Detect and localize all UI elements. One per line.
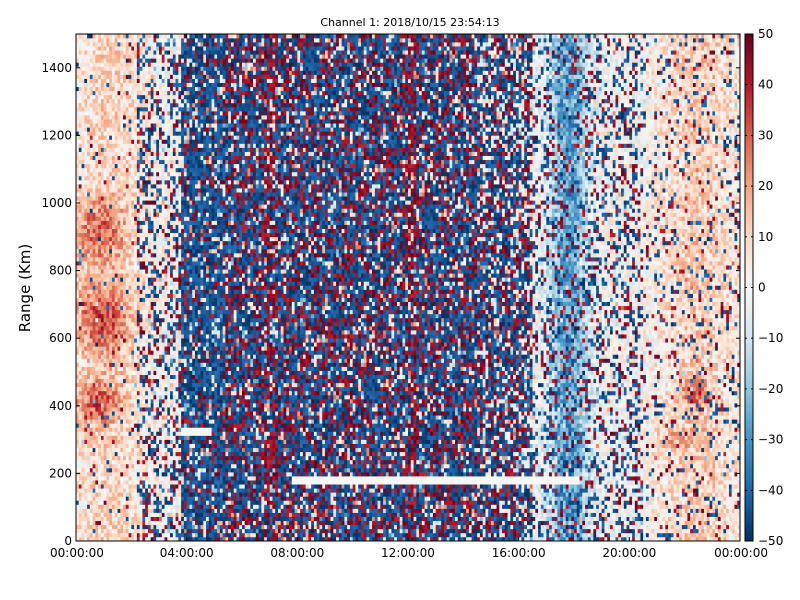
y-tick-label: 1000: [41, 196, 72, 210]
colorbar-tick-label: −40: [758, 483, 783, 497]
y-tick-label: 600: [49, 331, 72, 345]
colorbar-tick-label: −30: [758, 433, 783, 447]
y-tick-label: 1200: [41, 128, 72, 142]
colorbar-tick-label: 50: [758, 27, 773, 41]
x-tick-label: 12:00:00: [381, 546, 435, 560]
x-tick-label: 20:00:00: [602, 546, 656, 560]
colorbar-tick-label: 30: [758, 128, 773, 142]
colorbar-tick-label: 40: [758, 78, 773, 92]
y-tick-label: 200: [49, 466, 72, 480]
colorbar-tick-label: 20: [758, 179, 773, 193]
colorbar-tick-label: −20: [758, 382, 783, 396]
x-tick-label: 16:00:00: [492, 546, 546, 560]
x-tick-label: 00:00:00: [50, 546, 104, 560]
x-tick-label: 00:00:00: [714, 546, 768, 560]
chart-title: Channel 1: 2018/10/15 23:54:13: [320, 16, 499, 29]
colorbar-tick-label: −50: [758, 534, 783, 548]
colorbar-tick-label: 0: [758, 281, 766, 295]
y-tick-label: 1400: [41, 61, 72, 75]
colorbar-tick-label: 10: [758, 230, 773, 244]
y-tick-label: 400: [49, 399, 72, 413]
x-tick-label: 08:00:00: [270, 546, 324, 560]
y-axis-label: Range (Km): [16, 244, 34, 332]
x-tick-label: 04:00:00: [160, 546, 214, 560]
colorbar-tick-label: −10: [758, 331, 783, 345]
y-tick-label: 800: [49, 264, 72, 278]
heatmap-cells: [76, 34, 740, 541]
y-tick-label: 0: [64, 534, 72, 548]
